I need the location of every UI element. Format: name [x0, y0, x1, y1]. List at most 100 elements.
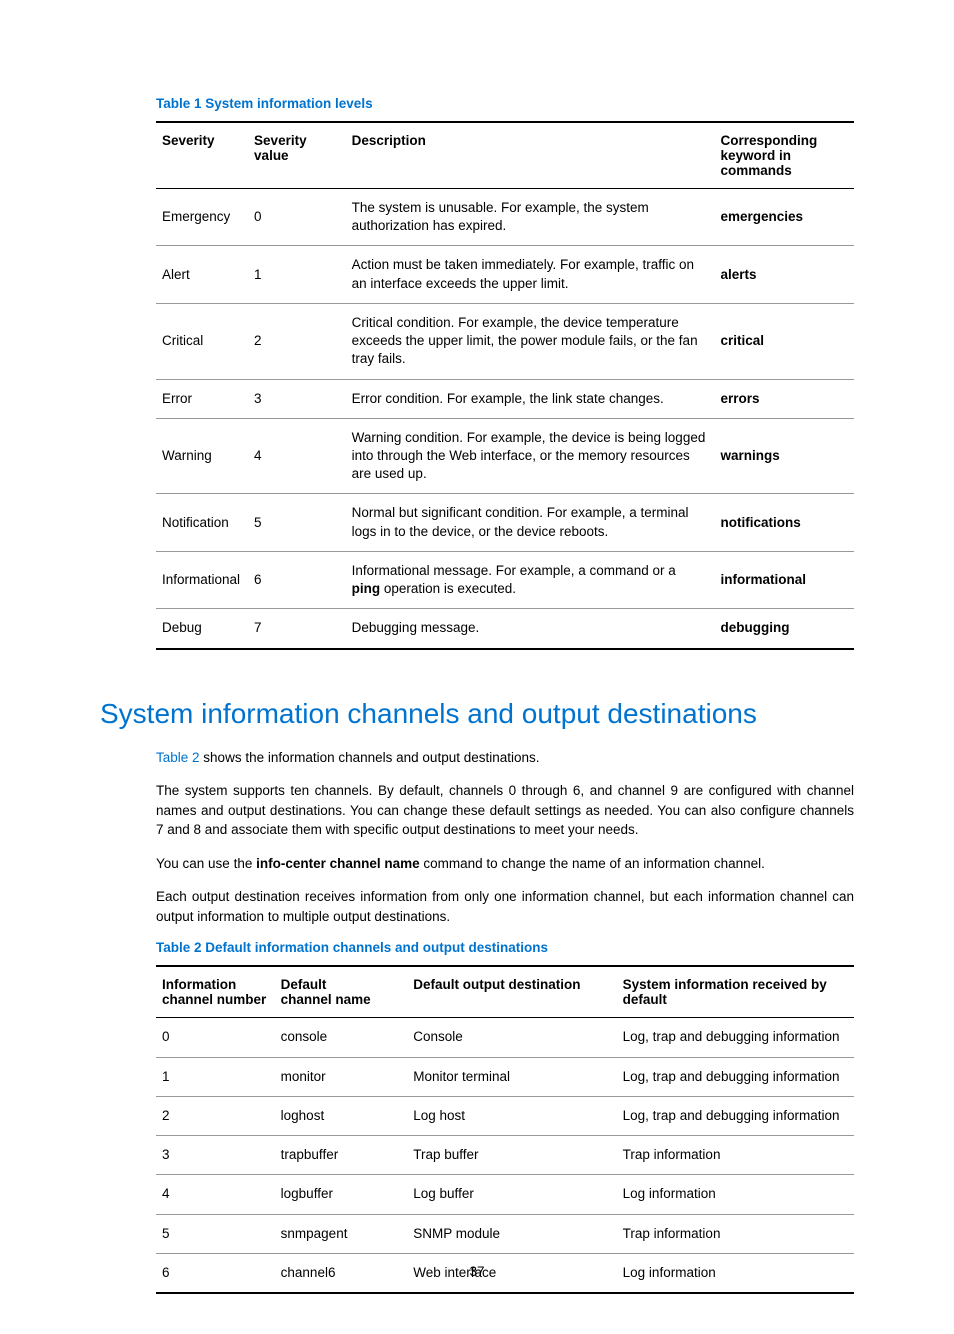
desc-prefix: Informational message. For example, a co… [352, 563, 676, 578]
table1-col-severity: Severity [156, 122, 248, 189]
cell-severity: Informational [156, 551, 248, 608]
table2-col-destination: Default output destination [407, 966, 616, 1018]
cell-description: Informational message. For example, a co… [346, 551, 715, 608]
page: Table 1 System information levels Severi… [0, 0, 954, 1334]
table-row: 5 snmpagent SNMP module Trap information [156, 1214, 854, 1253]
page-number: 37 [0, 1264, 954, 1279]
cell-num: 0 [156, 1018, 275, 1057]
cell-description: Debugging message. [346, 609, 715, 649]
table-row: Critical 2 Critical condition. For examp… [156, 303, 854, 379]
cell-recv: Log, trap and debugging information [617, 1096, 854, 1135]
cell-value: 6 [248, 551, 346, 608]
cell-keyword: notifications [715, 494, 855, 551]
p3-pre: You can use the [156, 856, 256, 871]
table1-title: Table 1 System information levels [156, 96, 854, 111]
cell-value: 7 [248, 609, 346, 649]
cell-keyword: emergencies [715, 189, 855, 246]
cell-severity: Warning [156, 418, 248, 494]
p3-post: command to change the name of an informa… [420, 856, 765, 871]
cell-description: Warning condition. For example, the devi… [346, 418, 715, 494]
cell-name: logbuffer [275, 1175, 408, 1214]
cell-dest: Monitor terminal [407, 1057, 616, 1096]
cell-dest: Log buffer [407, 1175, 616, 1214]
cell-name: monitor [275, 1057, 408, 1096]
cell-severity: Notification [156, 494, 248, 551]
cell-severity: Critical [156, 303, 248, 379]
table2-col-number: Information channel number [156, 966, 275, 1018]
paragraph-1: Table 2 shows the information channels a… [156, 748, 854, 768]
cell-name: trapbuffer [275, 1136, 408, 1175]
cell-value: 1 [248, 246, 346, 303]
table1: Severity Severity value Description Corr… [156, 121, 854, 650]
table-row: 0 console Console Log, trap and debuggin… [156, 1018, 854, 1057]
table1-col-keyword: Corresponding keyword in commands [715, 122, 855, 189]
cell-description: Action must be taken immediately. For ex… [346, 246, 715, 303]
cell-num: 4 [156, 1175, 275, 1214]
table1-col-value: Severity value [248, 122, 346, 189]
table-row: Informational 6 Informational message. F… [156, 551, 854, 608]
cell-dest: Log host [407, 1096, 616, 1135]
cell-description: Critical condition. For example, the dev… [346, 303, 715, 379]
cell-num: 1 [156, 1057, 275, 1096]
table-row: 1 monitor Monitor terminal Log, trap and… [156, 1057, 854, 1096]
paragraph-3: You can use the info-center channel name… [156, 854, 854, 874]
table2-header-row: Information channel number Default chann… [156, 966, 854, 1018]
table-row: Debug 7 Debugging message. debugging [156, 609, 854, 649]
cell-recv: Log information [617, 1175, 854, 1214]
cell-severity: Debug [156, 609, 248, 649]
cell-keyword: warnings [715, 418, 855, 494]
table1-header-row: Severity Severity value Description Corr… [156, 122, 854, 189]
cell-recv: Trap information [617, 1136, 854, 1175]
table2-col-name: Default channel name [275, 966, 408, 1018]
cell-name: loghost [275, 1096, 408, 1135]
cell-keyword: errors [715, 379, 855, 418]
cell-keyword: debugging [715, 609, 855, 649]
cell-dest: SNMP module [407, 1214, 616, 1253]
table-row: Alert 1 Action must be taken immediately… [156, 246, 854, 303]
cell-description: The system is unusable. For example, the… [346, 189, 715, 246]
paragraph-4: Each output destination receives informa… [156, 887, 854, 926]
desc-suffix: operation is executed. [380, 581, 516, 596]
cell-value: 0 [248, 189, 346, 246]
cell-value: 3 [248, 379, 346, 418]
table2-link[interactable]: Table 2 [156, 750, 200, 765]
table-row: 3 trapbuffer Trap buffer Trap informatio… [156, 1136, 854, 1175]
cell-num: 5 [156, 1214, 275, 1253]
cell-value: 5 [248, 494, 346, 551]
cell-num: 3 [156, 1136, 275, 1175]
table-row: Error 3 Error condition. For example, th… [156, 379, 854, 418]
cell-recv: Log, trap and debugging information [617, 1018, 854, 1057]
cell-dest: Trap buffer [407, 1136, 616, 1175]
cell-recv: Trap information [617, 1214, 854, 1253]
cell-description: Error condition. For example, the link s… [346, 379, 715, 418]
cell-value: 2 [248, 303, 346, 379]
table-row: 4 logbuffer Log buffer Log information [156, 1175, 854, 1214]
cell-name: snmpagent [275, 1214, 408, 1253]
cell-recv: Log, trap and debugging information [617, 1057, 854, 1096]
table1-container: Severity Severity value Description Corr… [156, 121, 854, 650]
paragraph-1-rest: shows the information channels and outpu… [200, 750, 540, 765]
table2-container: Information channel number Default chann… [156, 965, 854, 1294]
table-row: Emergency 0 The system is unusable. For … [156, 189, 854, 246]
cell-num: 2 [156, 1096, 275, 1135]
desc-bold: ping [352, 581, 381, 596]
table1-col-description: Description [346, 122, 715, 189]
cell-keyword: alerts [715, 246, 855, 303]
cell-keyword: critical [715, 303, 855, 379]
cell-description: Normal but significant condition. For ex… [346, 494, 715, 551]
cell-severity: Error [156, 379, 248, 418]
p3-bold: info-center channel name [256, 856, 420, 871]
table2-col-received: System information received by default [617, 966, 854, 1018]
paragraph-2: The system supports ten channels. By def… [156, 781, 854, 840]
cell-dest: Console [407, 1018, 616, 1057]
table-row: 2 loghost Log host Log, trap and debuggi… [156, 1096, 854, 1135]
cell-severity: Emergency [156, 189, 248, 246]
cell-severity: Alert [156, 246, 248, 303]
cell-keyword: informational [715, 551, 855, 608]
table2: Information channel number Default chann… [156, 965, 854, 1294]
cell-value: 4 [248, 418, 346, 494]
cell-name: console [275, 1018, 408, 1057]
table2-title: Table 2 Default information channels and… [156, 940, 854, 955]
section-heading: System information channels and output d… [100, 698, 854, 730]
table-row: Warning 4 Warning condition. For example… [156, 418, 854, 494]
